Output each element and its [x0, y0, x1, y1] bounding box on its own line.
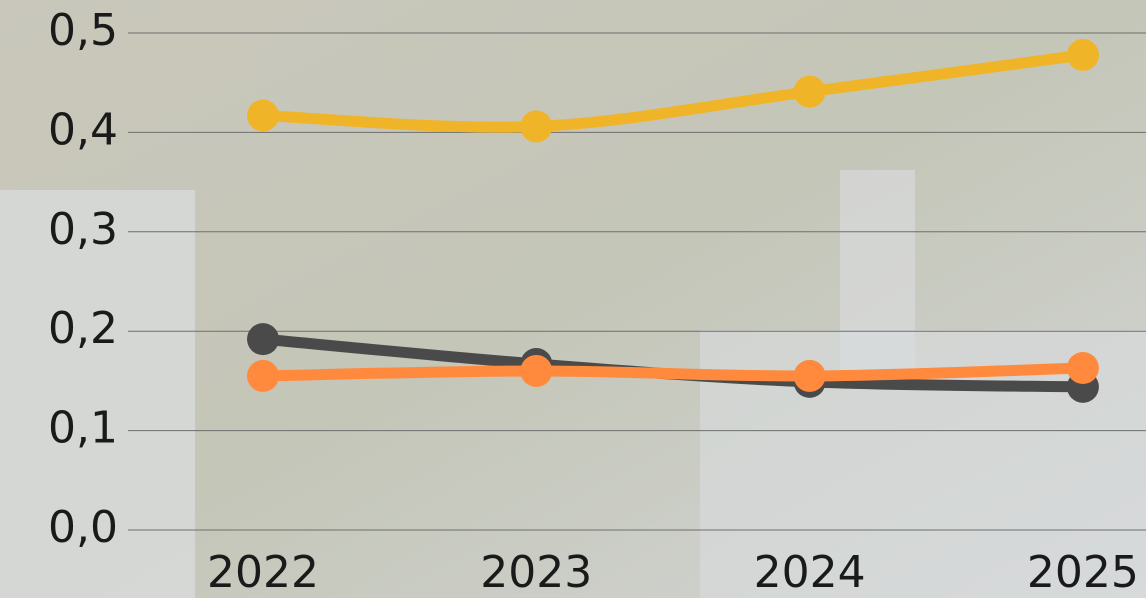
data-point	[793, 75, 826, 108]
x-tick-label: 2022	[207, 547, 319, 598]
y-tick-label: 0,4	[48, 104, 118, 155]
data-point	[247, 323, 279, 356]
data-point	[247, 359, 279, 392]
x-tick-label: 2025	[1027, 547, 1139, 598]
y-tick-label: 0,1	[48, 403, 118, 454]
data-point	[793, 359, 826, 392]
y-tick-label: 0,3	[48, 204, 118, 255]
series-line	[257, 362, 1089, 382]
x-tick-label: 2023	[480, 547, 592, 598]
data-point	[520, 354, 553, 387]
x-tick-label: 2024	[754, 547, 866, 598]
series-line	[257, 49, 1089, 133]
data-point	[247, 99, 279, 132]
y-tick-label: 0,2	[48, 303, 118, 354]
data-point	[1066, 38, 1099, 71]
data-point	[1066, 351, 1099, 384]
data-point	[520, 110, 553, 143]
y-tick-label: 0,0	[48, 502, 118, 553]
y-tick-label: 0,5	[48, 5, 118, 56]
